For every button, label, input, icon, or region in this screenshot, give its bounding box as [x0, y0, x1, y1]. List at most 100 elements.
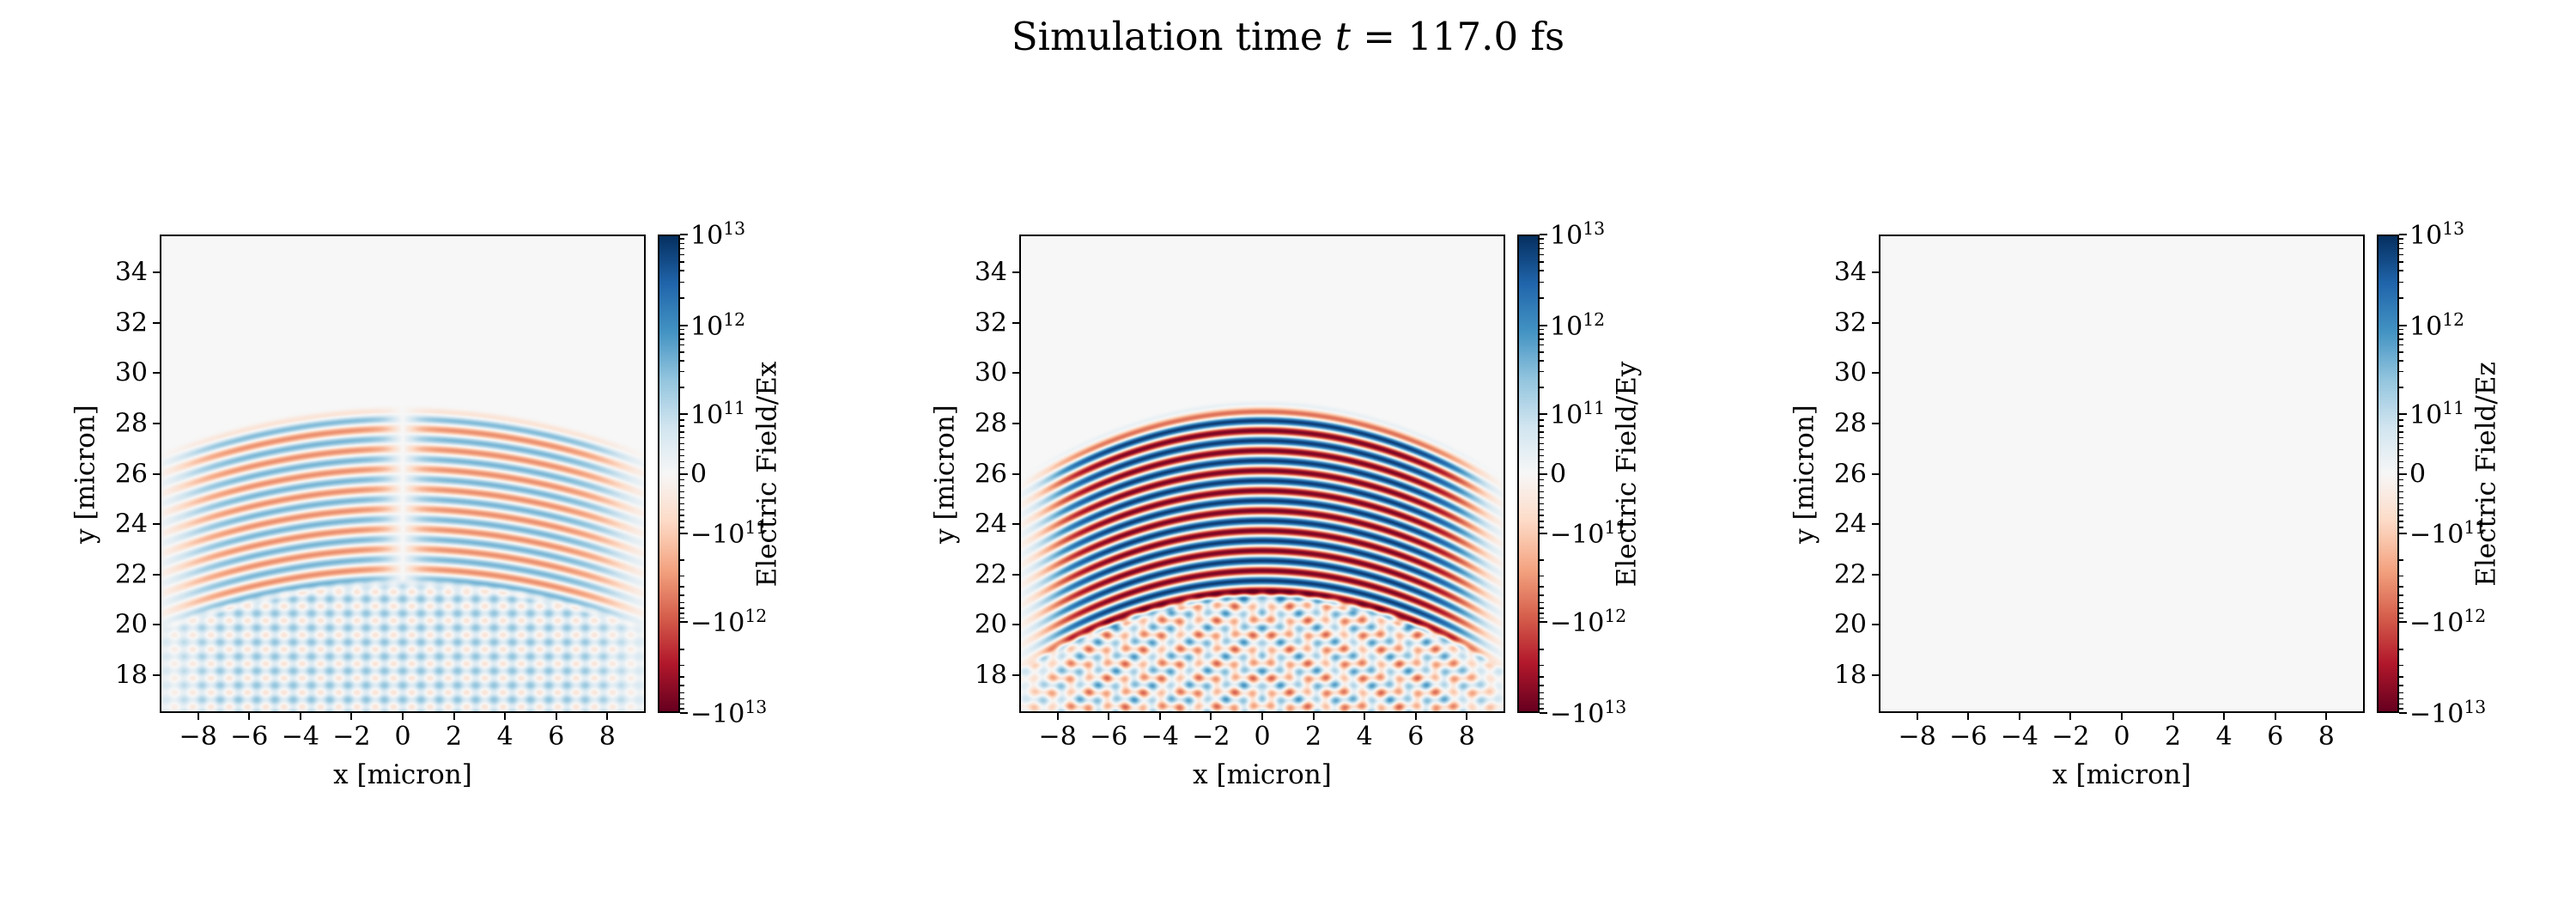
colorbar-minor-tick: [2399, 515, 2403, 516]
x-tick: [1108, 713, 1110, 720]
colorbar-minor-tick: [1540, 613, 1544, 614]
colorbar-tick: [1540, 412, 1547, 415]
colorbar-minor-tick: [680, 344, 684, 346]
y-tick: [153, 472, 160, 475]
colorbar-minor-tick: [1540, 692, 1544, 694]
colorbar-minor-tick: [2399, 297, 2403, 299]
colorbar-tick-label: −1012: [1550, 606, 1626, 637]
axes-ey: [1019, 235, 1505, 713]
colorbar-minor-tick: [2399, 442, 2403, 445]
x-tick: [504, 713, 507, 720]
colorbar-minor-tick: [2399, 466, 2403, 469]
colorbar-minor-tick: [680, 509, 684, 511]
colorbar-minor-tick: [1540, 708, 1544, 710]
title-suffix: = 117.0 fs: [1350, 14, 1565, 59]
heatmap-ey-canvas: [1021, 236, 1504, 711]
colorbar-tick-label: −1012: [690, 605, 768, 637]
colorbar-tick-exponent: 13: [723, 217, 746, 239]
colorbar-tick: [1540, 324, 1547, 326]
colorbar-tick-exponent: 12: [723, 308, 746, 330]
colorbar-tick: [2399, 324, 2407, 326]
colorbar-minor-tick: [680, 708, 684, 710]
colorbar-minor-tick: [2399, 333, 2403, 335]
colorbar-tick-exponent: 12: [2464, 605, 2487, 626]
figure-title: Simulation time t = 117.0 fs: [0, 14, 2576, 59]
x-tick-label: 0: [394, 722, 411, 752]
colorbar-label-ey: Electric Field/Ey: [1611, 361, 1643, 587]
colorbar-minor-tick: [2399, 685, 2403, 686]
colorbar-minor-tick: [680, 664, 684, 667]
colorbar-minor-tick: [2399, 270, 2403, 271]
colorbar-tick-label: 0: [1550, 460, 1566, 488]
x-tick-label: 4: [2215, 722, 2233, 752]
colorbar-tick: [2399, 234, 2407, 235]
colorbar-minor-tick: [2399, 575, 2403, 577]
colorbar-tick-label: −1013: [1550, 698, 1626, 728]
colorbar-minor-tick: [680, 247, 684, 250]
colorbar-minor-tick: [680, 454, 684, 457]
colorbar-minor-tick: [2399, 261, 2403, 263]
colorbar-tick: [680, 234, 688, 235]
colorbar-minor-tick: [680, 333, 684, 335]
colorbar-minor-tick: [680, 515, 684, 516]
colorbar-tick-label: 1011: [690, 399, 745, 430]
colorbar-minor-tick: [2399, 425, 2403, 427]
colorbar-tick: [1540, 533, 1547, 535]
y-tick: [1012, 271, 1019, 273]
colorbar-minor-tick: [1540, 351, 1544, 353]
y-tick: [153, 674, 160, 677]
colorbar-minor-tick: [1540, 360, 1544, 362]
x-tick: [1261, 713, 1263, 720]
colorbar-tick-label: −1011: [1550, 518, 1626, 549]
colorbar-minor-tick: [2399, 419, 2403, 421]
y-tick-label: 20: [974, 609, 1007, 640]
colorbar-minor-tick: [2399, 692, 2403, 694]
colorbar-minor-tick: [680, 649, 684, 650]
y-tick: [1012, 321, 1019, 324]
colorbar-tick-value: 0: [1550, 458, 1567, 489]
x-tick-label: −8: [179, 722, 217, 752]
colorbar-tick: [2399, 621, 2407, 624]
x-tick: [1414, 713, 1417, 720]
x-tick: [197, 713, 199, 720]
colorbar-minor-tick: [680, 466, 684, 469]
colorbar-minor-tick: [680, 370, 684, 373]
colorbar-minor-tick: [2399, 478, 2403, 481]
colorbar-minor-tick: [2399, 281, 2403, 283]
colorbar-minor-tick: [2399, 436, 2403, 439]
colorbar-minor-tick: [1540, 454, 1544, 457]
colorbar-tick-exponent: 13: [2442, 217, 2465, 239]
colorbar-tick-exponent: 13: [1604, 696, 1627, 717]
y-tick-label: 22: [974, 559, 1007, 589]
x-tick: [555, 713, 557, 720]
y-tick: [153, 372, 160, 375]
colorbar-minor-tick: [1540, 238, 1544, 240]
colorbar-minor-tick: [680, 594, 684, 596]
colorbar-minor-tick: [1540, 497, 1544, 499]
colorbar-tick-label: 1013: [1550, 219, 1605, 250]
colorbar-tick-value: 10: [2409, 399, 2443, 430]
x-tick: [1056, 713, 1059, 720]
colorbar-minor-tick: [1540, 601, 1544, 604]
colorbar-tick-value: −10: [690, 519, 745, 550]
x-tick: [1158, 713, 1161, 720]
colorbar-tick: [680, 472, 688, 475]
y-tick-label: 30: [114, 357, 148, 388]
x-tick: [402, 713, 404, 720]
colorbar-minor-tick: [1540, 515, 1544, 516]
colorbar-tick-value: 0: [690, 458, 708, 489]
colorbar-minor-tick: [680, 491, 684, 493]
y-tick-label: 32: [974, 307, 1007, 338]
x-tick-label: −2: [332, 722, 371, 752]
y-tick: [1012, 372, 1019, 375]
colorbar-tick-label: 1012: [690, 308, 746, 341]
y-tick: [1872, 472, 1879, 475]
colorbar-minor-tick: [1540, 664, 1544, 667]
colorbar-label-ex: Electric Field/Ex: [751, 361, 783, 587]
colorbar-minor-tick: [1540, 676, 1544, 678]
x-tick: [606, 713, 609, 720]
colorbar-minor-tick: [2399, 649, 2403, 650]
x-tick: [2069, 713, 2072, 720]
colorbar-tick-exponent: 12: [744, 605, 768, 626]
y-tick-label: 26: [114, 458, 148, 489]
